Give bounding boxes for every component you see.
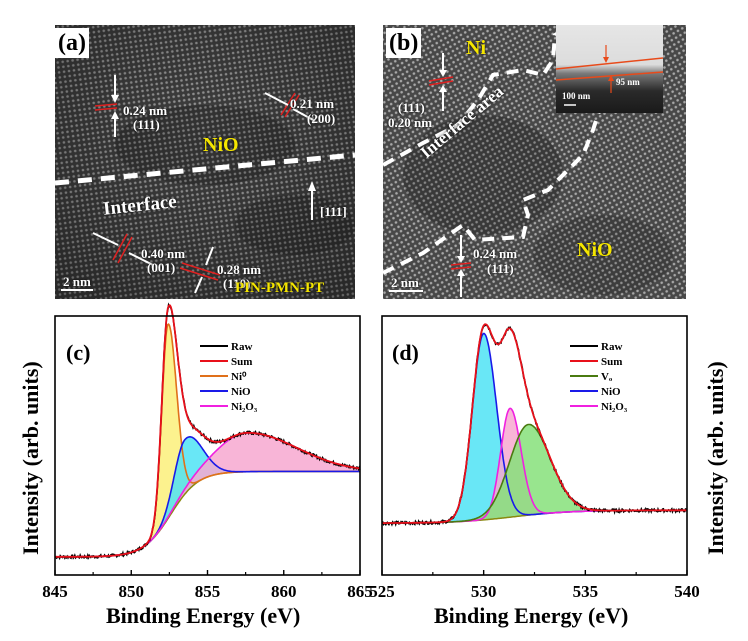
- panel-label-a: (a): [55, 28, 89, 58]
- phase-label-nio: NiO: [203, 134, 239, 156]
- legend-label-sum: Sum: [231, 356, 252, 368]
- x-axis-title-d: Binding Energy (eV): [434, 603, 629, 628]
- lattice-image-a: [55, 25, 355, 299]
- x-tick-label: 860: [271, 582, 297, 601]
- x-axis-title-c: Binding Energy (eV): [106, 603, 301, 628]
- phase-label-nio: NiO: [577, 239, 613, 261]
- plane-label: (200): [307, 111, 336, 126]
- x-tick-label: 535: [573, 582, 599, 601]
- series-sum: [55, 304, 361, 558]
- background-line: [55, 470, 360, 558]
- legend-label-sum: Sum: [601, 356, 622, 368]
- legend-label-nio: NiO: [231, 386, 251, 398]
- fill-ni2o3: [55, 432, 360, 557]
- scale-bar-label: 2 nm: [63, 274, 91, 289]
- spacing-label: 0.40 nm: [141, 246, 186, 261]
- y-axis-title-d: Intensity (arb. units): [703, 361, 728, 555]
- lattice-marker-111-b-top: [428, 53, 454, 111]
- series-ni2o3: [55, 432, 361, 558]
- spacing-label: 0.24 nm: [123, 103, 168, 118]
- legend-label-nio: NiO: [601, 386, 621, 398]
- legend: Raw Sum Ni⁰ NiO Ni₂O₃: [200, 341, 258, 413]
- phase-label-substrate: PIN-PMN-PT: [235, 280, 325, 296]
- plot-frame: [54, 315, 361, 576]
- inset-bottom-line: [556, 71, 663, 81]
- legend: Raw Sum Vₒ NiO Ni₂O₃: [570, 341, 628, 413]
- x-tick-label: 855: [195, 582, 221, 601]
- legend-label-raw: Raw: [601, 341, 622, 353]
- x-tick-label: 525: [369, 582, 395, 601]
- x-tick-label: 540: [674, 582, 700, 601]
- plane-label: (110): [223, 276, 251, 291]
- direction-label: [111]: [320, 204, 347, 219]
- panel-label-c: (c): [66, 340, 90, 365]
- inset-scale-label: 100 nm: [562, 91, 591, 101]
- panel-label-d: (d): [392, 340, 419, 365]
- series-sum: [382, 323, 687, 524]
- tem-panel-a: (a) 0.24 nm (111) 0.21 nm (200) NiO Inte…: [55, 25, 355, 299]
- legend-label-vo: Vₒ: [601, 371, 612, 383]
- x-tick-label: 530: [471, 582, 497, 601]
- legend-label-ni2o3: Ni₂O₃: [601, 401, 628, 413]
- x-tick-label: 845: [42, 582, 68, 601]
- plane-label: (111): [487, 261, 514, 276]
- fill-vo: [382, 424, 687, 524]
- y-axis-title-c: Intensity (arb. units): [18, 361, 43, 555]
- legend-label-raw: Raw: [231, 341, 252, 353]
- interface-boundary-lower: [383, 104, 603, 275]
- spacing-label: 0.28 nm: [217, 262, 262, 277]
- plane-label: (001): [147, 260, 176, 275]
- x-tick-label: 865: [347, 582, 373, 601]
- x-tick-label: 850: [119, 582, 145, 601]
- interface-line-a: [55, 152, 355, 186]
- legend-label-ni0: Ni⁰: [231, 371, 247, 383]
- legend-label-ni2o3: Ni₂O₃: [231, 401, 258, 413]
- lattice-marker-111-b-bottom: [450, 235, 472, 297]
- lattice-marker-111-a: [94, 75, 119, 137]
- phase-label-ni: Ni: [466, 37, 486, 59]
- chart-c: 845 850 855 860 865 (c) Raw Sum Ni⁰ NiO Ni₂O₃: [42, 302, 373, 601]
- inset-thickness-label: 95 nm: [616, 77, 640, 87]
- plane-label: (111): [133, 117, 160, 132]
- spacing-label: 0.24 nm: [473, 246, 518, 261]
- lattice-marker-001-a: [92, 232, 154, 266]
- lattice-marker-200-a: [264, 92, 316, 122]
- plane-label: (111): [398, 100, 425, 115]
- cross-section-inset: 95 nm 100 nm: [556, 25, 663, 113]
- series-raw: [54, 302, 361, 561]
- tem-panel-b: 95 nm 100 nm (b) Ni (111) 0.20 nm Interf…: [383, 25, 686, 299]
- spacing-label: 0.21 nm: [290, 96, 335, 111]
- spacing-label: 0.20 nm: [388, 115, 433, 130]
- chart-d: 525 530 535 540 (d) Raw Sum Vₒ NiO Ni₂O₃: [369, 315, 700, 601]
- lattice-marker-110-a: [179, 246, 221, 294]
- direction-arrow-111: [308, 181, 316, 220]
- inset-top-line: [556, 57, 663, 70]
- scale-bar-label: 2 nm: [391, 275, 419, 290]
- panel-label-b: (b): [386, 28, 422, 58]
- interface-boundary-upper: [383, 25, 573, 167]
